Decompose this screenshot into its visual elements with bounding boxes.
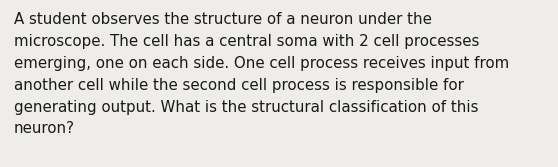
Text: A student observes the structure of a neuron under the
microscope. The cell has : A student observes the structure of a ne… (14, 12, 509, 136)
